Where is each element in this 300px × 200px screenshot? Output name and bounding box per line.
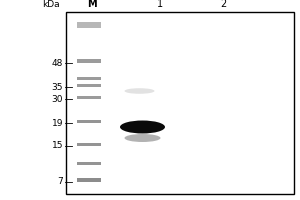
Ellipse shape xyxy=(124,134,160,142)
Text: 2: 2 xyxy=(220,0,226,9)
Bar xyxy=(76,96,100,99)
Bar xyxy=(76,84,100,87)
Bar xyxy=(76,120,100,123)
Bar xyxy=(76,178,100,182)
Text: M: M xyxy=(87,0,96,9)
Bar xyxy=(76,22,100,28)
Text: 48: 48 xyxy=(52,58,63,68)
Text: 30: 30 xyxy=(52,95,63,104)
Bar xyxy=(76,162,100,165)
Bar xyxy=(66,12,294,194)
Ellipse shape xyxy=(120,120,165,134)
Ellipse shape xyxy=(124,88,154,94)
Text: 15: 15 xyxy=(52,142,63,150)
Bar xyxy=(76,59,100,63)
Text: 19: 19 xyxy=(52,118,63,128)
Bar xyxy=(76,143,100,146)
Text: 7: 7 xyxy=(57,178,63,186)
Text: kDa: kDa xyxy=(42,0,60,9)
Bar xyxy=(76,77,100,80)
Text: 35: 35 xyxy=(52,83,63,92)
Text: 1: 1 xyxy=(158,0,164,9)
